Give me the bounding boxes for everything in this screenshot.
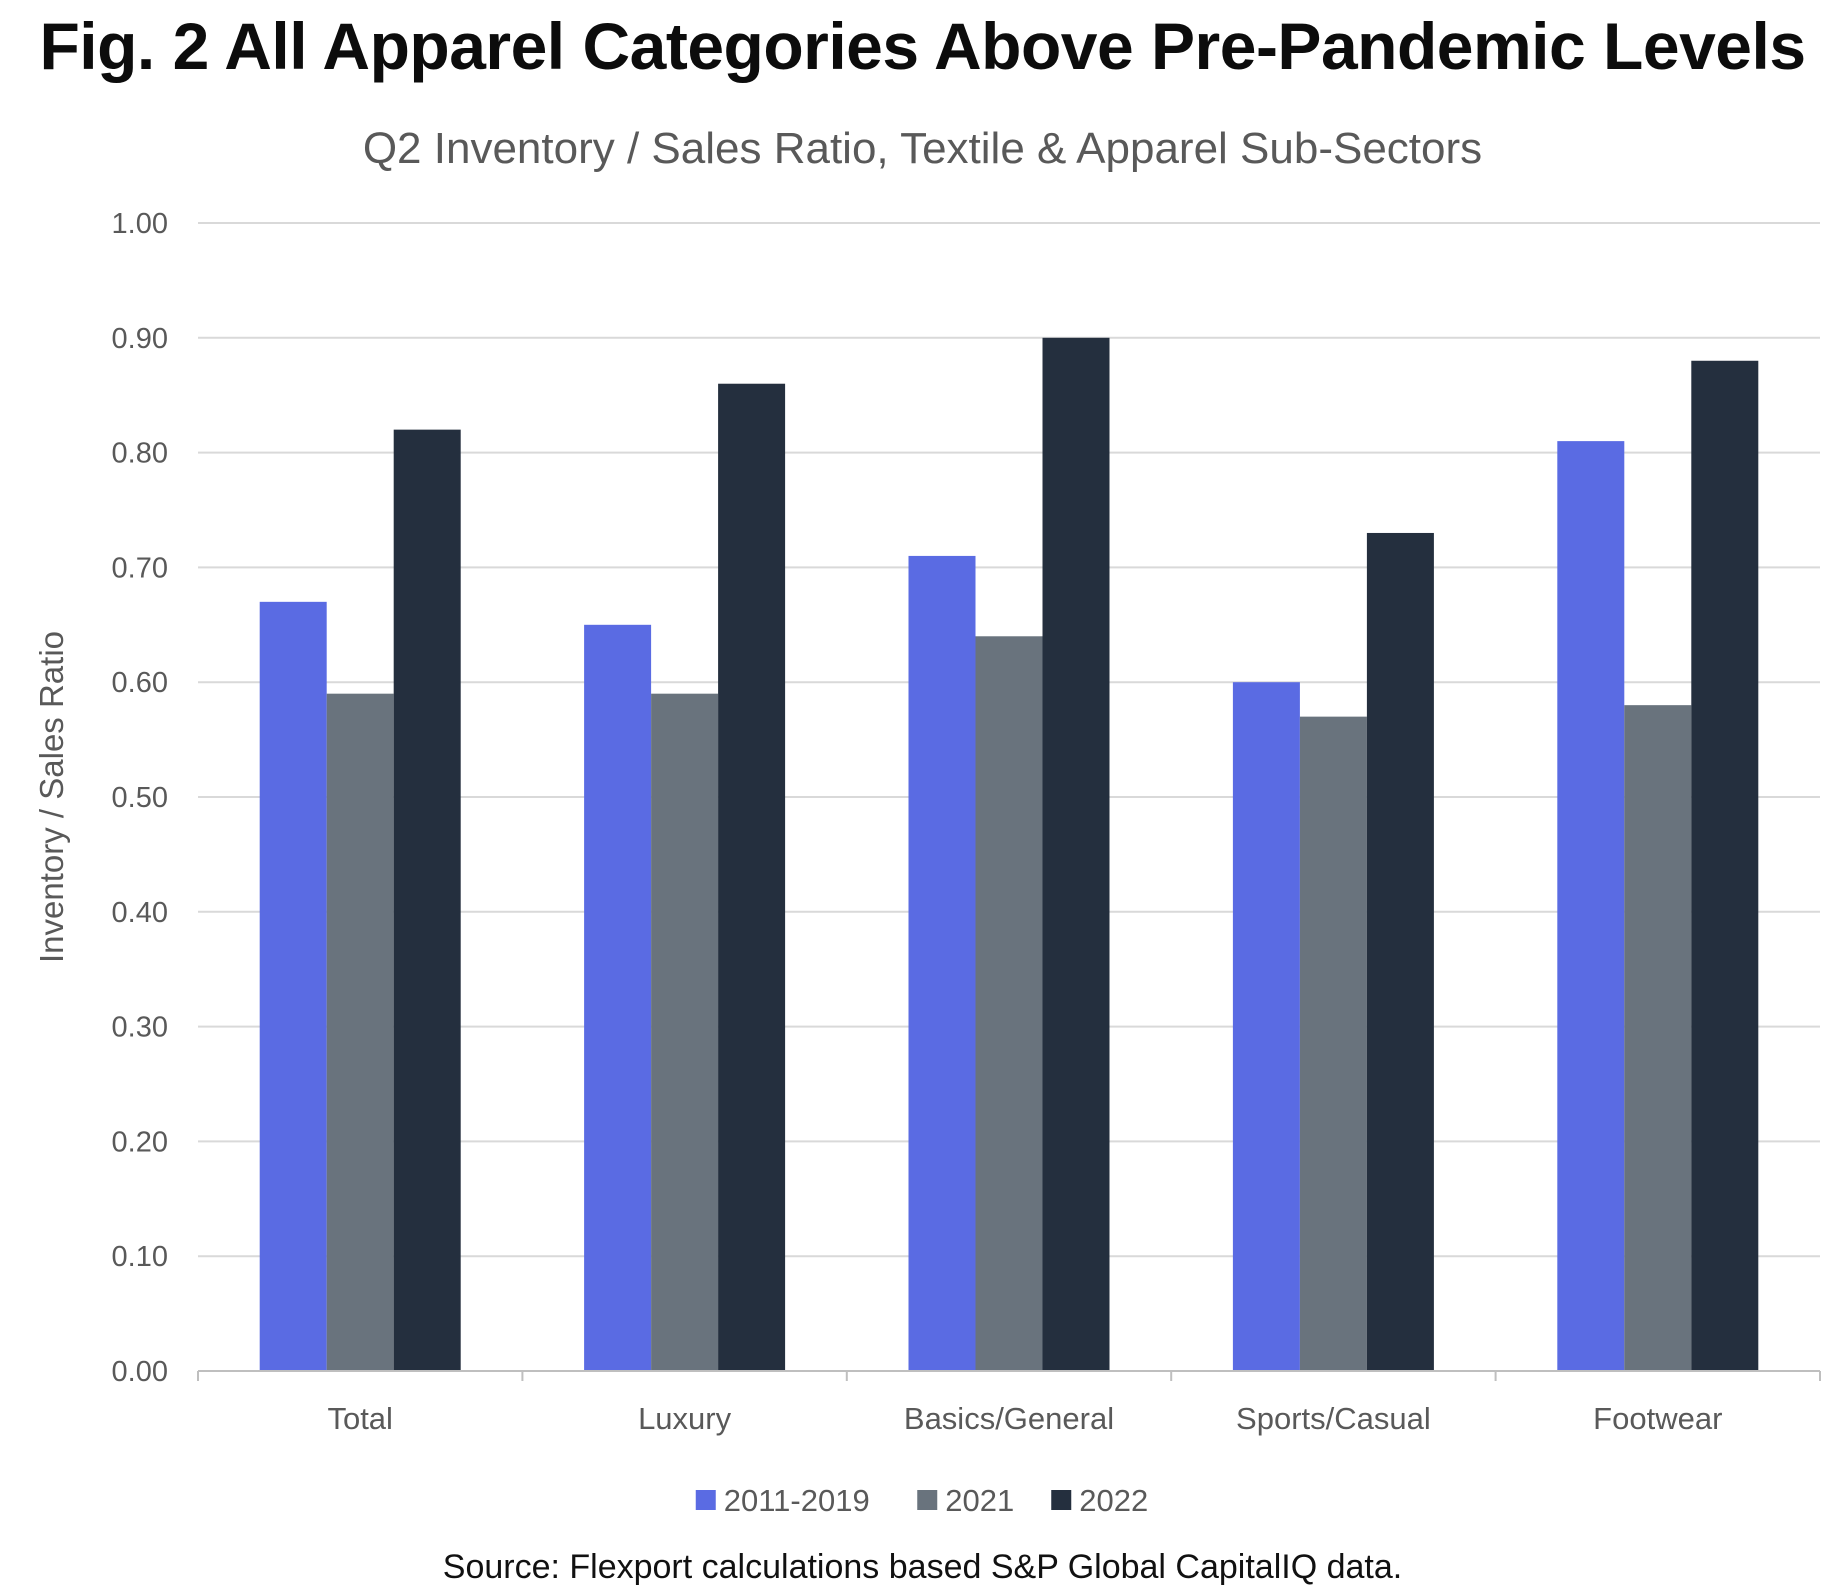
x-category-label: Total xyxy=(327,1401,392,1436)
x-axis-category-labels: Total Luxury Basics/General Sports/Casual Fo… xyxy=(327,1401,1722,1436)
bars xyxy=(259,337,1759,1372)
y-tick-label: 0.10 xyxy=(112,1241,168,1273)
y-tick-label: 1.00 xyxy=(112,208,168,240)
y-tick-label: 0.60 xyxy=(112,667,168,699)
bar-footwear-2011-2019 xyxy=(1557,441,1625,1371)
y-tick-label: 0.80 xyxy=(112,438,168,470)
bar-sports-casual-2021 xyxy=(1299,716,1367,1371)
bar-basics-general-2011-2019 xyxy=(908,555,976,1371)
x-category-label: Luxury xyxy=(638,1401,732,1436)
bar-luxury-2011-2019 xyxy=(584,624,652,1371)
bar-luxury-2022 xyxy=(718,383,786,1372)
bar-sports-casual-2022 xyxy=(1366,532,1434,1371)
y-axis-tick-labels: 0.00 0.10 0.20 0.30 0.40 0.50 0.60 0.70 0.80 0.90… xyxy=(112,208,168,1388)
x-axis xyxy=(197,1370,1821,1381)
y-tick-label: 0.50 xyxy=(112,782,168,814)
y-axis-title: Inventory / Sales Ratio xyxy=(33,631,70,963)
y-tick-label: 0.30 xyxy=(112,1012,168,1044)
legend: 2011-2019 2021 2022 xyxy=(695,1483,1148,1518)
y-tick-label: 0.00 xyxy=(112,1356,168,1388)
source-note: Source: Flexport calculations based S&P … xyxy=(442,1548,1403,1586)
bar-sports-casual-2011-2019 xyxy=(1232,682,1300,1371)
bar-total-2022 xyxy=(393,429,461,1371)
legend-swatch xyxy=(917,1490,938,1510)
legend-swatch xyxy=(1051,1490,1072,1510)
figure-title: Fig. 2 All Apparel Categories Above Pre-… xyxy=(39,9,1806,83)
chart-title: Q2 Inventory / Sales Ratio, Textile & Ap… xyxy=(362,124,1483,173)
bar-total-2011-2019 xyxy=(259,601,327,1371)
legend-swatch xyxy=(695,1490,716,1510)
bar-footwear-2022 xyxy=(1691,360,1759,1371)
x-category-label: Footwear xyxy=(1593,1401,1722,1436)
bar-basics-general-2021 xyxy=(975,636,1043,1371)
bar-luxury-2021 xyxy=(651,693,719,1371)
legend-label: 2011-2019 xyxy=(724,1483,870,1518)
bar-footwear-2021 xyxy=(1624,705,1692,1371)
legend-label: 2022 xyxy=(1079,1483,1148,1518)
x-category-label: Basics/General xyxy=(904,1401,1114,1436)
x-category-label: Sports/Casual xyxy=(1236,1401,1431,1436)
y-tick-label: 0.70 xyxy=(112,552,168,584)
y-tick-label: 0.20 xyxy=(112,1126,168,1158)
legend-label: 2021 xyxy=(945,1483,1014,1518)
y-tick-label: 0.90 xyxy=(112,323,168,355)
bar-total-2021 xyxy=(326,693,394,1371)
bar-basics-general-2022 xyxy=(1042,337,1110,1371)
y-tick-label: 0.40 xyxy=(112,897,168,929)
